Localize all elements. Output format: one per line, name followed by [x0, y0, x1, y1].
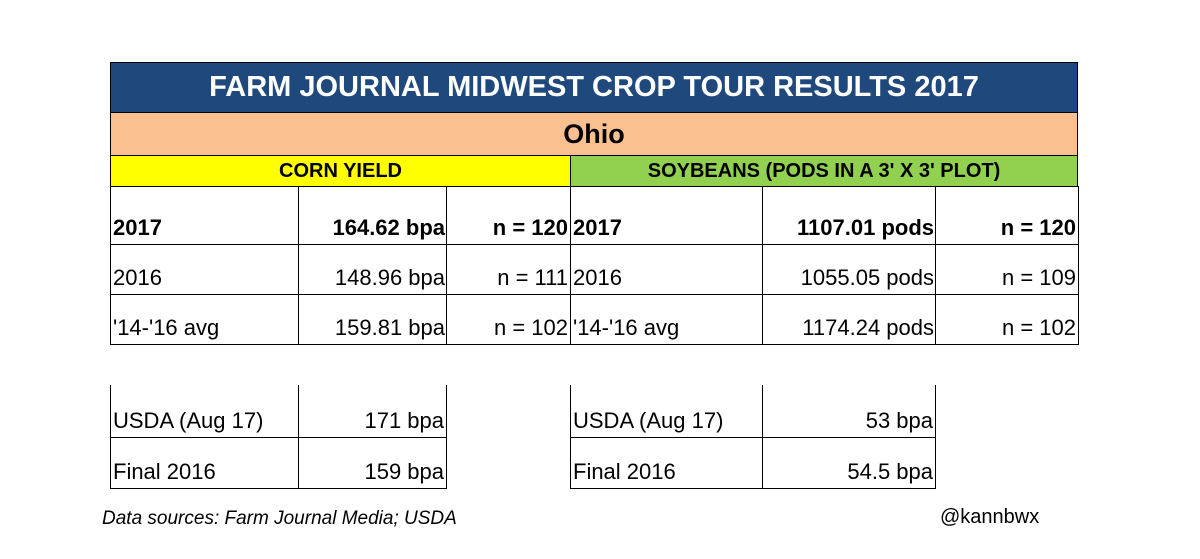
- table-cell: 2017: [110, 186, 299, 245]
- table-cell: 148.96 bpa: [298, 244, 447, 295]
- table-cell: 2016: [110, 244, 299, 295]
- table-cell: USDA (Aug 17): [110, 385, 299, 438]
- table-cell: 2016: [570, 244, 763, 295]
- source: Data sources: Farm Journal Media; USDA: [102, 508, 457, 529]
- table-cell: 159.81 bpa: [298, 294, 447, 345]
- table-cell: 1107.01 pods: [762, 186, 936, 245]
- table-cell: n = 109: [935, 244, 1079, 295]
- table-cell: Final 2016: [570, 437, 763, 489]
- state: Ohio: [110, 112, 1078, 156]
- table-cell: 1174.24 pods: [762, 294, 936, 345]
- table-cell: n = 120: [446, 186, 571, 245]
- table-cell: n = 120: [935, 186, 1079, 245]
- table-cell: 1055.05 pods: [762, 244, 936, 295]
- table-cell: 159 bpa: [298, 437, 447, 489]
- table-cell: 171 bpa: [298, 385, 447, 438]
- table-cell: 54.5 bpa: [762, 437, 936, 489]
- table-cell: USDA (Aug 17): [570, 385, 763, 438]
- table-cell: n = 102: [935, 294, 1079, 345]
- table-cell: '14-'16 avg: [110, 294, 299, 345]
- table-cell: 53 bpa: [762, 385, 936, 438]
- table-cell: n = 102: [446, 294, 571, 345]
- table-cell: Final 2016: [110, 437, 299, 489]
- title: FARM JOURNAL MIDWEST CROP TOUR RESULTS 2…: [110, 62, 1078, 113]
- table-cell: 2017: [570, 186, 763, 245]
- soy-header: SOYBEANS (PODS IN A 3' X 3' PLOT): [570, 155, 1078, 187]
- table-cell: n = 111: [446, 244, 571, 295]
- table-cell: '14-'16 avg: [570, 294, 763, 345]
- corn-header: CORN YIELD: [110, 155, 571, 187]
- table-cell: 164.62 bpa: [298, 186, 447, 245]
- credit: @kannbwx: [940, 506, 1040, 528]
